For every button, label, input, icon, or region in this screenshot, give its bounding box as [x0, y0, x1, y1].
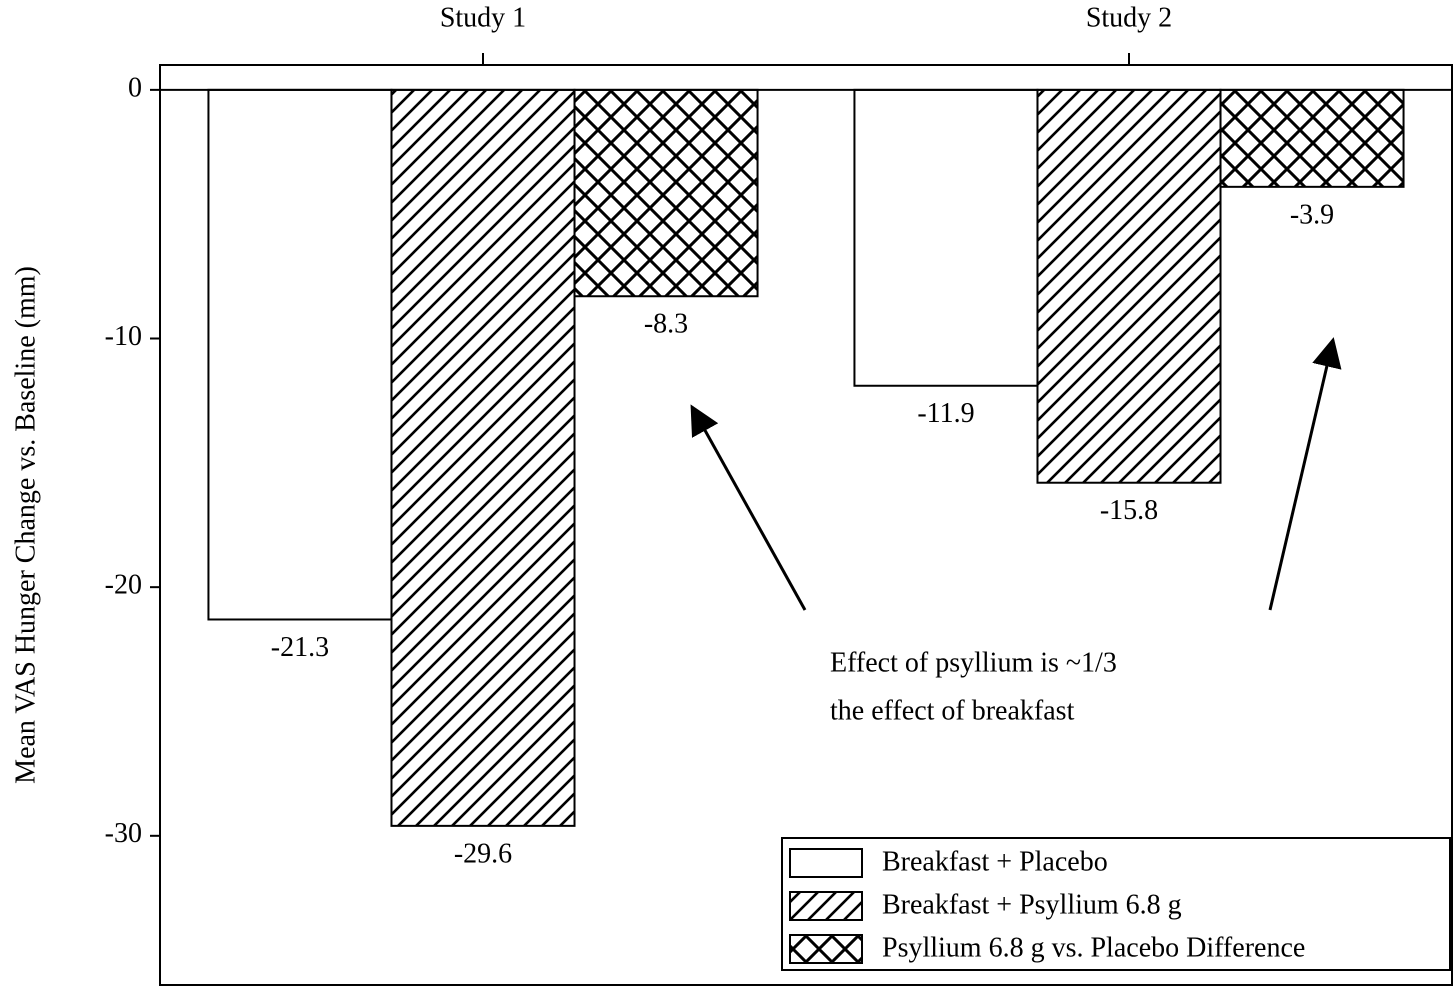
- bar: [1036, 88, 1222, 484]
- value-label: -8.3: [644, 309, 688, 340]
- bar: [573, 88, 759, 298]
- bar: [390, 88, 576, 827]
- value-label: -15.8: [1100, 495, 1158, 526]
- legend-frame: [781, 837, 1451, 971]
- bar: [1219, 88, 1405, 188]
- y-tick-label: 0: [128, 72, 142, 103]
- legend-swatch: [789, 848, 863, 878]
- legend-label: Psyllium 6.8 g vs. Placebo Difference: [882, 932, 1305, 963]
- value-label: -21.3: [271, 632, 329, 663]
- value-label: -29.6: [454, 838, 512, 869]
- legend-label: Breakfast + Placebo: [882, 846, 1108, 877]
- plot-frame: [159, 64, 1453, 986]
- y-tick-label: -20: [105, 570, 142, 601]
- value-label: -3.9: [1290, 199, 1334, 230]
- annotation: Effect of psyllium is ~1/3: [830, 647, 1117, 678]
- arrow: [690, 404, 807, 611]
- y-tick-label: -10: [105, 321, 142, 352]
- y-axis-label: Mean VAS Hunger Change vs. Baseline (mm): [10, 266, 41, 784]
- bar: [853, 88, 1039, 387]
- legend-label: Breakfast + Psyllium 6.8 g: [882, 889, 1182, 920]
- value-label: -11.9: [917, 398, 974, 429]
- arrow: [1268, 337, 1342, 611]
- y-tick-label: -30: [105, 818, 142, 849]
- x-tick-label: Study 2: [1086, 2, 1172, 33]
- bar: [207, 88, 393, 621]
- legend-swatch: [789, 934, 863, 964]
- annotation: the effect of breakfast: [830, 695, 1075, 726]
- legend-swatch: [789, 891, 863, 921]
- x-tick-label: Study 1: [440, 2, 526, 33]
